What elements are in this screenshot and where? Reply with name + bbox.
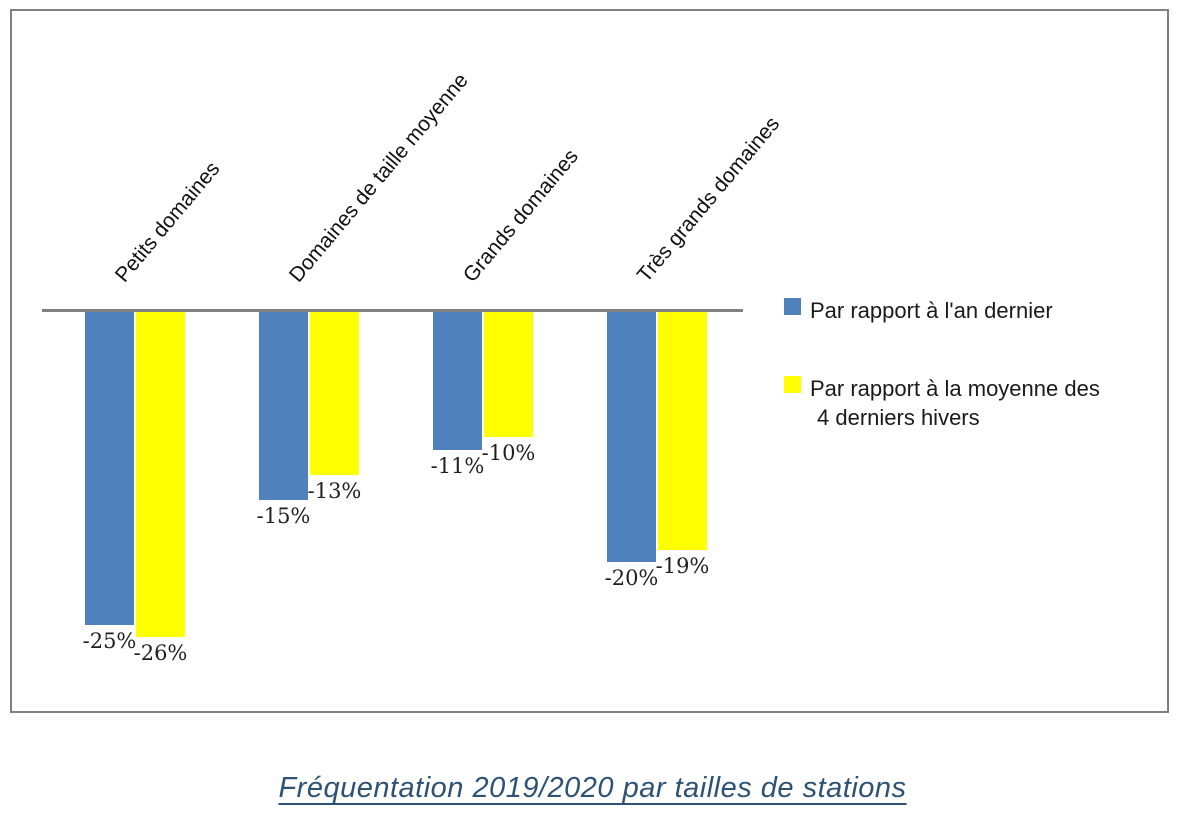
- legend-item-yellow: Par rapport à la moyenne des 4 derniers …: [784, 374, 1100, 432]
- legend-label-line1: Par rapport à la moyenne des: [810, 376, 1100, 401]
- legend-label: Par rapport à l'an dernier: [810, 298, 1053, 323]
- value-label: -25%: [82, 629, 137, 653]
- category-axis-line: [42, 309, 743, 312]
- bar-yellow: [136, 312, 185, 637]
- legend-label-line2: 4 derniers hivers: [817, 405, 980, 430]
- value-label: -15%: [256, 504, 311, 528]
- legend-swatch-yellow: [784, 376, 801, 393]
- caption-row: Fréquentation 2019/2020 par tailles de s…: [0, 772, 1185, 805]
- value-label: -10%: [481, 441, 536, 465]
- bar-blue: [433, 312, 482, 450]
- bar-blue: [85, 312, 134, 625]
- chart-frame: [10, 9, 1169, 713]
- bar-blue: [259, 312, 308, 500]
- value-label: -13%: [307, 479, 362, 503]
- chart-caption: Fréquentation 2019/2020 par tailles de s…: [278, 772, 907, 804]
- bar-yellow: [658, 312, 707, 550]
- value-label: -11%: [430, 454, 485, 478]
- value-label: -26%: [133, 641, 188, 665]
- legend-swatch-blue: [784, 298, 801, 315]
- legend-item-blue: Par rapport à l'an dernier: [784, 296, 1053, 325]
- bar-blue: [607, 312, 656, 562]
- value-label: -20%: [604, 566, 659, 590]
- bar-yellow: [484, 312, 533, 437]
- value-label: -19%: [655, 554, 710, 578]
- legend-label: Par rapport à la moyenne des 4 derniers …: [810, 374, 1100, 432]
- bar-yellow: [310, 312, 359, 475]
